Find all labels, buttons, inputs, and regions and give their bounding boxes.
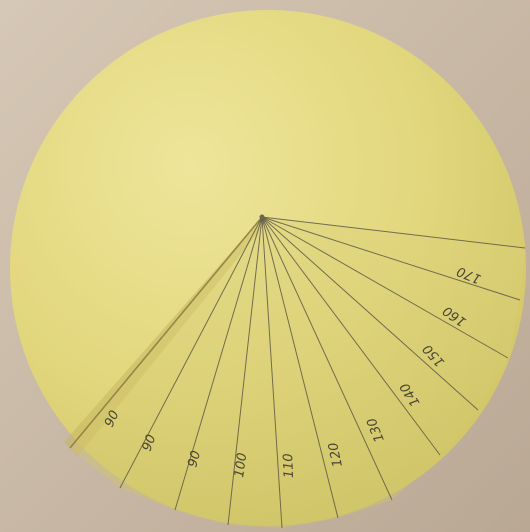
marked-sector bbox=[70, 217, 525, 528]
radial-line bbox=[174, 216, 263, 511]
radial-line bbox=[261, 216, 393, 501]
angle-label: 120 bbox=[326, 441, 346, 468]
radial-line bbox=[261, 216, 479, 411]
angle-label: 110 bbox=[281, 453, 297, 478]
radial-line bbox=[261, 216, 521, 301]
radial-line bbox=[261, 216, 283, 529]
radial-lines bbox=[69, 216, 526, 529]
radial-line bbox=[261, 216, 339, 519]
angle-label: 90 bbox=[140, 433, 160, 454]
angle-label: 90 bbox=[185, 449, 204, 469]
radial-line bbox=[261, 216, 441, 456]
apex-point bbox=[259, 214, 265, 220]
radial-line bbox=[261, 216, 509, 359]
radial-line bbox=[227, 216, 263, 526]
radial-line bbox=[261, 216, 526, 249]
angle-label: 90 bbox=[102, 408, 123, 429]
radial-line bbox=[119, 216, 263, 489]
angle-label: 100 bbox=[232, 452, 250, 479]
radial-line bbox=[69, 216, 263, 449]
